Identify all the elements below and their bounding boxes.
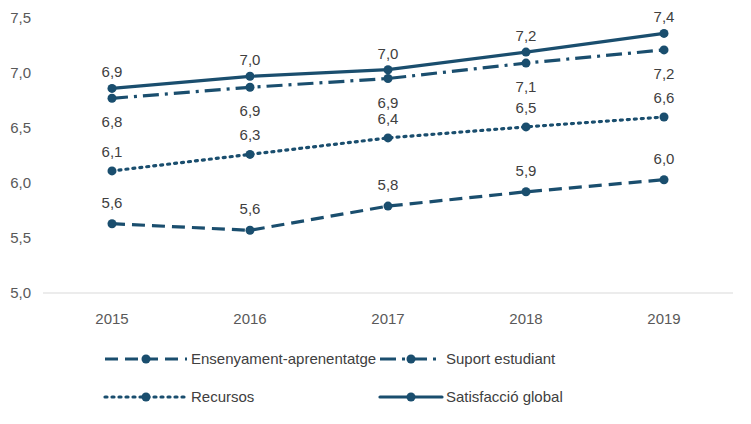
data-label: 6,3: [240, 126, 261, 143]
point-marker: [660, 45, 669, 54]
y-tick-label: 5,5: [10, 229, 31, 246]
legend-marker: [407, 393, 416, 402]
x-axis: 2015 2016 2017 2018 2019: [95, 310, 680, 327]
data-label: 5,9: [516, 162, 537, 179]
legend-marker: [142, 393, 151, 402]
point-marker: [384, 133, 393, 142]
point-marker: [246, 150, 255, 159]
data-label: 6,0: [654, 150, 675, 167]
x-axis-line: [43, 293, 733, 294]
legend-label: Satisfacció global: [446, 388, 563, 405]
data-label: 6,9: [240, 102, 261, 119]
data-label: 7,1: [516, 78, 537, 95]
y-tick-label: 6,0: [10, 174, 31, 191]
legend-marker: [142, 355, 151, 364]
x-tick-label: 2018: [509, 310, 542, 327]
point-marker: [522, 187, 531, 196]
data-label: 6,6: [654, 89, 675, 106]
legend-label: Ensenyament-aprenentatge: [191, 350, 376, 367]
data-labels: 5,65,65,85,96,06,86,96,97,17,26,16,36,46…: [102, 8, 675, 217]
data-label: 6,8: [102, 113, 123, 130]
x-tick-label: 2015: [95, 310, 128, 327]
tick-mark: [41, 73, 43, 74]
legend-label: Suport estudiant: [446, 350, 556, 367]
y-tick-label: 7,0: [10, 64, 31, 81]
data-label: 5,8: [378, 176, 399, 193]
point-marker: [522, 59, 531, 68]
point-marker: [660, 175, 669, 184]
point-marker: [522, 122, 531, 131]
data-label: 6,9: [102, 63, 123, 80]
tick-mark: [41, 18, 43, 19]
data-label: 5,6: [102, 194, 123, 211]
x-tick-label: 2017: [371, 310, 404, 327]
data-label: 6,4: [378, 110, 399, 127]
tick-mark: [41, 238, 43, 239]
tick-mark: [41, 128, 43, 129]
data-label: 6,9: [378, 94, 399, 111]
data-label: 6,1: [102, 143, 123, 160]
data-label: 7,2: [654, 65, 675, 82]
tick-mark: [41, 183, 43, 184]
plot-area: [108, 29, 669, 235]
data-label: 5,6: [240, 200, 261, 217]
point-marker: [384, 202, 393, 211]
legend-marker: [407, 355, 416, 364]
data-label: 7,0: [240, 51, 261, 68]
series-line: [112, 33, 664, 88]
data-label: 7,0: [378, 45, 399, 62]
y-axis: 5,0 5,5 6,0 6,5 7,0 7,5: [10, 9, 43, 301]
chart: 5,0 5,5 6,0 6,5 7,0 7,5 2015 2016 2017 2018 2019 5,…: [0, 0, 751, 424]
point-marker: [108, 94, 117, 103]
point-marker: [660, 113, 669, 122]
point-marker: [384, 65, 393, 74]
point-marker: [246, 226, 255, 235]
point-marker: [108, 166, 117, 175]
y-tick-label: 7,5: [10, 9, 31, 26]
point-marker: [108, 219, 117, 228]
point-marker: [246, 83, 255, 92]
data-label: 6,5: [516, 99, 537, 116]
y-tick-label: 5,0: [10, 284, 31, 301]
legend: Ensenyament-aprenentatge Suport estudiant…: [105, 350, 563, 405]
legend-label: Recursos: [191, 388, 254, 405]
point-marker: [522, 48, 531, 57]
point-marker: [246, 72, 255, 81]
x-tick-label: 2016: [233, 310, 266, 327]
data-label: 7,4: [654, 8, 675, 25]
point-marker: [108, 84, 117, 93]
y-tick-label: 6,5: [10, 119, 31, 136]
tick-mark: [41, 293, 43, 294]
x-tick-label: 2019: [647, 310, 680, 327]
point-marker: [660, 29, 669, 38]
point-marker: [384, 74, 393, 83]
data-label: 7,2: [516, 27, 537, 44]
